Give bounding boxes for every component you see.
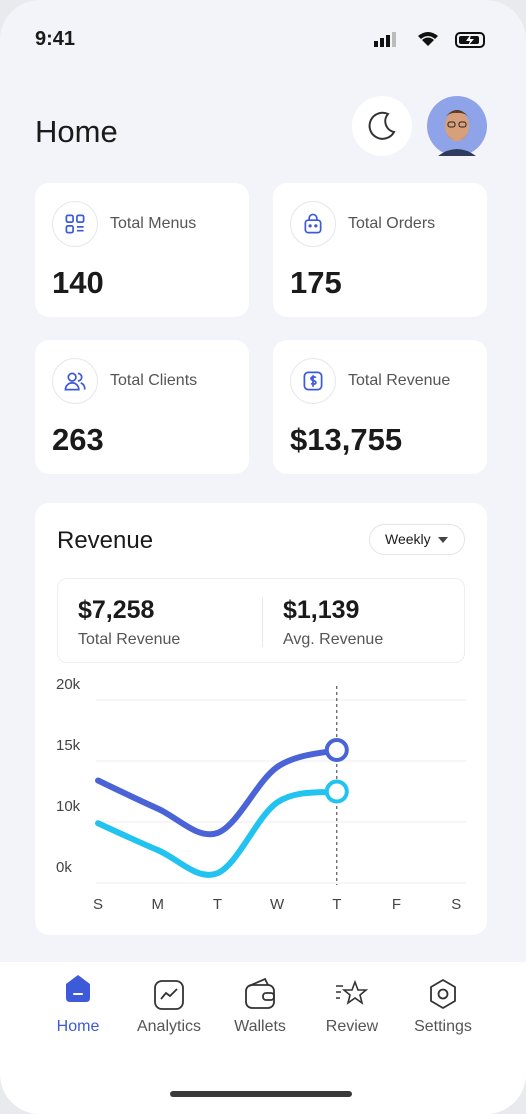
nav-item[interactable]: Wallets	[215, 962, 305, 1035]
nav-label: Home	[56, 1018, 100, 1035]
stat-card[interactable]: Total Revenue $13,755	[273, 340, 487, 474]
divider	[262, 597, 263, 647]
stat-label: Total Menus	[110, 215, 197, 232]
summary-value: $1,139	[283, 596, 360, 624]
x-tick-label: M	[151, 896, 164, 913]
nav-label: Review	[325, 1018, 379, 1035]
nav-item[interactable]: Home	[33, 962, 123, 1035]
stat-label: Total Revenue	[348, 372, 451, 389]
nav-item[interactable]: Settings	[398, 962, 488, 1035]
x-tick-label: T	[213, 896, 222, 913]
orders-icon	[290, 201, 336, 247]
header-actions	[352, 96, 487, 156]
stat-value: $13,755	[290, 422, 403, 457]
menus-icon	[52, 201, 98, 247]
series-line	[95, 788, 340, 878]
clients-icon	[52, 358, 98, 404]
nav-label: Analytics	[136, 1018, 202, 1035]
x-tick-label: S	[451, 896, 461, 913]
caret	[438, 537, 448, 543]
nav-item[interactable]: Analytics	[124, 962, 214, 1035]
summary-label: Avg. Revenue	[283, 631, 384, 648]
y-tick-label: 0k	[56, 859, 72, 876]
theme-toggle[interactable]	[352, 96, 412, 156]
nav-label: Settings	[414, 1018, 472, 1035]
x-tick-label: W	[270, 896, 285, 913]
end-point	[324, 779, 349, 804]
summary-value: $7,258	[78, 596, 155, 624]
status-icons	[374, 32, 485, 48]
time: 9:41	[35, 28, 76, 50]
revenue-icon	[290, 358, 336, 404]
stat-card[interactable]: Total Orders 175	[273, 183, 487, 317]
nav-label: Wallets	[234, 1018, 286, 1035]
summary-box: $7,258 Total Revenue $1,139 Avg. Revenue	[57, 578, 465, 663]
wallets-icon	[245, 977, 275, 1009]
x-tick-label: S	[93, 896, 103, 913]
section-title: Revenue	[57, 527, 154, 554]
page-title: Home	[35, 114, 118, 149]
series-line	[95, 747, 340, 838]
nav-item[interactable]: Review	[307, 962, 397, 1035]
analytics-icon	[154, 980, 184, 1010]
revenue-card: Revenue Weekly $7,258 Total Revenue $1,1…	[35, 503, 487, 935]
y-tick-label: 20k	[56, 676, 81, 693]
period-label: Weekly	[385, 531, 431, 547]
home-indicator	[170, 1091, 352, 1097]
stat-value: 263	[52, 422, 104, 457]
bottom-nav: Home Analytics Wallets Review Settings	[0, 962, 526, 1114]
stat-card[interactable]: Total Clients 263	[35, 340, 249, 474]
settings-icon	[430, 979, 456, 1009]
stat-card[interactable]: Total Menus 140	[35, 183, 249, 317]
review-icon	[336, 979, 369, 1005]
y-tick-label: 15k	[56, 737, 81, 754]
stat-label: Total Orders	[348, 215, 436, 232]
stat-label: Total Clients	[110, 372, 198, 389]
end-point	[324, 738, 349, 763]
stat-value: 175	[290, 265, 342, 300]
stat-value: 140	[52, 265, 104, 300]
x-tick-label: T	[332, 896, 341, 913]
summary-label: Total Revenue	[78, 631, 181, 648]
x-tick-label: F	[392, 896, 401, 913]
period-dropdown[interactable]: Weekly	[369, 524, 465, 555]
home-icon	[66, 975, 90, 1002]
y-tick-label: 10k	[56, 798, 81, 815]
line-chart: 0k 10k 15k 20k S M T W T F S	[56, 676, 466, 913]
